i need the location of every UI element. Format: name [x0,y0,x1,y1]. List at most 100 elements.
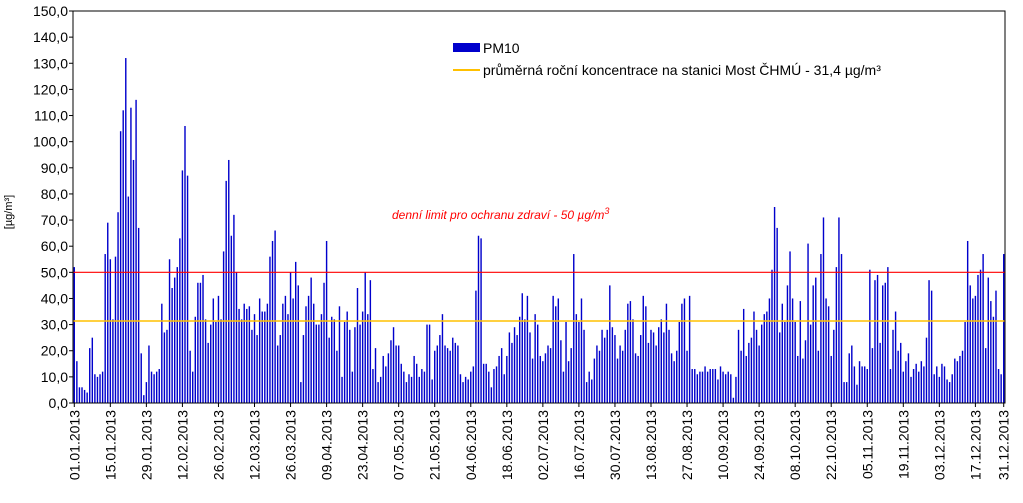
pm10-bar [248,306,251,403]
pm10-bar [112,319,114,403]
x-tick-label: 18.06.2013 [499,410,515,480]
pm10-bar [503,374,505,403]
pm10-bar [192,371,194,403]
pm10-bar [158,369,160,403]
pm10-bar [284,295,287,403]
x-tick-label: 05.11.2013 [859,410,875,479]
y-axis-ticks: 0,0 10,0 20,0 30,0 40,0 50,0 60,0 70,0 80,0 90,0 1… [33,3,73,411]
pm10-bar [385,366,387,403]
pm10-bar [199,282,202,403]
x-tick-label: 12.03.2013 [247,410,263,480]
y-axis-title: [µg/m³] [3,195,15,229]
pm10-bar [856,384,858,403]
pm10-bar [544,353,547,403]
pm10-bar [694,369,696,403]
pm10-bar [364,272,366,403]
pm10-bar [580,298,583,403]
legend: PM10 průměrná roční koncentrace na stani… [453,40,881,78]
pm10-bar [328,337,330,403]
pm10-bar [397,345,400,403]
pm10-bar [320,314,323,403]
pm10-bar [825,298,827,403]
pm10-bar [377,382,379,403]
pm10-bar [125,58,127,403]
pm10-bar [204,319,207,403]
pm10-bar [634,353,637,403]
x-tick-label: 26.03.2013 [283,410,299,480]
pm10-bar [475,290,477,403]
pm10-bar [876,274,879,403]
plot-area-frame [72,10,1006,404]
pm10-bar [500,348,503,403]
x-tick-label: 12.02.2013 [174,410,190,480]
pm10-bar [349,329,351,403]
pm10-bar [426,324,428,403]
pm10-bar [542,361,544,403]
pm10-bar [446,348,449,403]
pm10-bar [215,321,217,403]
pm10-bar [382,355,384,403]
pm10-bar [815,277,817,403]
pm10-bar [282,303,284,403]
pm10-bar [454,342,457,403]
pm10-bar [820,254,822,403]
legend-pm10-swatch [453,43,480,52]
pm10-bar [513,327,516,403]
pm10-bar [603,337,606,403]
x-tick-label: 15.01.2013 [102,410,118,480]
pm10-bar [663,332,665,403]
pm10-bar [966,240,969,403]
legend-mean-label: průměrná roční koncentrace na stanici Mo… [483,62,881,78]
pm10-bar [869,269,871,403]
pm10-bar [91,337,94,403]
pm10-bar [343,321,346,403]
pm10-bar [639,335,642,403]
pm10-bar [748,342,750,403]
pm10-bar [302,335,305,403]
y-tick-label: 30,0 [41,317,68,333]
pm10-bar [189,350,191,403]
pm10-bar [220,319,222,403]
pm10-bar [969,285,971,403]
pm10-bar [928,280,930,403]
pm10-bar [591,379,593,403]
pm10-bar [184,125,186,403]
x-tick-label: 01.01.2013 [66,410,82,480]
pm10-bar [686,350,688,403]
pm10-bar [760,324,763,403]
pm10-bar [609,285,611,403]
pm10-bar [225,180,227,403]
y-tick-label: 10,0 [41,369,68,385]
pm10-bar [735,376,737,403]
pm10-bar [724,374,727,403]
pm10-bar [279,335,281,403]
pm10-bars [73,58,1005,404]
pm10-bar [549,348,552,403]
pm10-bar [918,371,920,403]
pm10-bar [457,345,459,403]
pm10-bar [300,382,302,403]
pm10-bar [678,321,681,403]
pm10-bar [338,306,341,403]
pm10-bar [415,363,418,403]
daily-limit-annotation: denní limit pro ochranu zdraví - 50 µg/m… [392,206,609,222]
pm10-bar [835,267,838,403]
pm10-bar [374,348,377,403]
pm10-bar [755,329,758,403]
y-tick-label: 70,0 [41,212,68,228]
y-tick-label: 50,0 [41,264,68,280]
pm10-bar [294,261,297,403]
pm10-bar [331,316,333,403]
pm10-bar [691,369,693,403]
pm10-bar [186,175,189,403]
pm10-bar [714,369,717,403]
pm10-bar [109,259,112,403]
pm10-bar [827,306,830,403]
pm10-bar [143,395,145,403]
pm10-bar [773,207,776,403]
pm10-bar [315,324,318,403]
pm10-bar [923,366,925,403]
pm10-bar [202,274,204,403]
y-tick-label: 140,0 [33,29,68,45]
